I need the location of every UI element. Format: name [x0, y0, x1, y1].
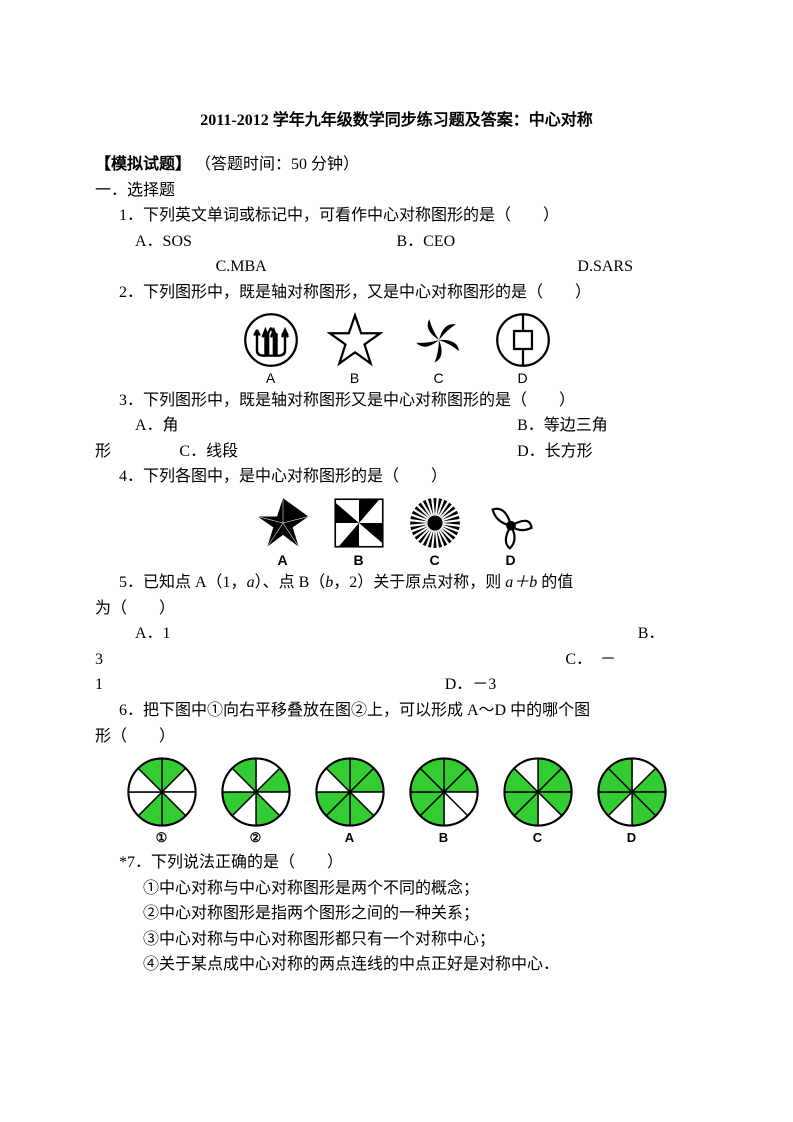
q5-c: C． － [565, 647, 698, 673]
q5-line2: 为（ ） [95, 596, 698, 622]
q7-s2: ②中心对称图形是指两个图形之间的一种关系； [95, 901, 698, 927]
pie-icon [597, 757, 667, 827]
q1-opts-row1: A．SOS B．CEO [95, 229, 698, 255]
q1-d: D.SARS [577, 254, 698, 280]
q3-row1: A．角 B．等边三角 [95, 413, 698, 439]
q3-row2: 形 C．线段 D．长方形 [95, 439, 698, 465]
sim-header: 【模拟试题】 （答题时间：50 分钟） [95, 152, 698, 178]
q3-b1: B．等边三角 [517, 413, 698, 439]
q5-1: 1 [95, 672, 445, 698]
q3-stem: 3．下列图形中，既是轴对称图形又是中心对称图形的是（ ） [95, 388, 698, 414]
q5-b: B． [638, 621, 698, 647]
q4-label-a: A [277, 552, 287, 568]
q2-label-a: A [266, 370, 275, 386]
pie-icon [503, 757, 573, 827]
q2-fig-c: C [411, 312, 467, 386]
q6-label-0: ① [156, 830, 168, 846]
q6-circle-0: ① [127, 757, 197, 846]
q4-images: A B C [95, 496, 698, 568]
q5-stem: 5．已知点 A（1，a）、点 B（b，2）关于原点对称，则 a＋b 的值 [95, 570, 698, 596]
q7-s1: ①中心对称与中心对称图形是两个不同的概念； [95, 876, 698, 902]
q7-s4: ④关于某点成中心对称的两点连线的中点正好是对称中心． [95, 952, 698, 978]
q4-stem: 4．下列各图中，是中心对称图形的是（ ） [95, 464, 698, 490]
q2-fig-a: A [243, 312, 299, 386]
q5-3: 3 [95, 647, 565, 673]
q7-s3: ③中心对称与中心对称图形都只有一个对称中心； [95, 927, 698, 953]
q5-row1: A．1 B． [95, 621, 698, 647]
pinwheel-icon [411, 312, 467, 368]
q6-label-2: A [345, 830, 354, 845]
star-icon [327, 312, 383, 368]
solid-star-icon [256, 496, 310, 550]
pie-icon [409, 757, 479, 827]
q4-fig-b: B [332, 496, 386, 568]
q6-circles: ① ② A B C D [95, 757, 698, 846]
time-label: （答题时间：50 分钟） [195, 156, 359, 173]
q3-c: C．线段 [179, 439, 517, 465]
q5-row3: 1 D．－3 [95, 672, 698, 698]
q5-row2: 3 C． － [95, 647, 698, 673]
windmill-icon [332, 496, 386, 550]
q4-label-b: B [353, 552, 363, 568]
q3-b2: 形 [95, 439, 179, 465]
q4-label-d: D [505, 552, 515, 568]
q2-images: A B C [95, 312, 698, 386]
page: 2011-2012 学年九年级数学同步练习题及答案：中心对称 【模拟试题】 （答… [0, 0, 793, 1038]
trident-icon [243, 312, 299, 368]
q2-fig-b: B [327, 312, 383, 386]
q6-label-5: D [627, 830, 636, 845]
section-1: 一．选择题 [95, 178, 698, 204]
q6-circle-3: B [409, 757, 479, 846]
pie-icon [221, 757, 291, 827]
q6-label-3: B [439, 830, 448, 845]
q6-label-4: C [533, 830, 542, 845]
fan-icon [484, 496, 538, 550]
pie-icon [127, 757, 197, 827]
sim-label: 【模拟试题】 [95, 156, 191, 173]
q5-a: A．1 [95, 621, 638, 647]
q2-label-c: C [433, 370, 443, 386]
q6-stem-2: 形（ ） [95, 724, 698, 750]
q7-stem: *7．下列说法正确的是（ ） [95, 850, 698, 876]
q4-label-c: C [429, 552, 439, 568]
q1-b: B．CEO [397, 229, 699, 255]
q2-stem: 2．下列图形中，既是轴对称图形，又是中心对称图形的是（ ） [95, 280, 698, 306]
q1-c: C.MBA [216, 254, 578, 280]
q1-opts-row2: C.MBA D.SARS [95, 254, 698, 280]
q2-fig-d: D [495, 312, 551, 386]
q6-circle-1: ② [221, 757, 291, 846]
q4-fig-a: A [256, 496, 310, 568]
q6-stem-1: 6．把下图中①向右平移叠放在图②上，可以形成 A～D 中的哪个图 [95, 698, 698, 724]
q5-d: D．－3 [445, 672, 698, 698]
q6-circle-5: D [597, 757, 667, 846]
q3-d: D．长方形 [517, 439, 698, 465]
pie-icon [315, 757, 385, 827]
q6-circle-4: C [503, 757, 573, 846]
coin-icon [495, 312, 551, 368]
q4-fig-d: D [484, 496, 538, 568]
q3-a: A．角 [95, 413, 517, 439]
q4-fig-c: C [408, 496, 462, 568]
q6-label-1: ② [250, 830, 262, 846]
q1-stem: 1．下列英文单词或标记中，可看作中心对称图形的是（ ） [95, 203, 698, 229]
q2-label-d: D [517, 370, 527, 386]
sunburst-icon [408, 496, 462, 550]
q2-label-b: B [350, 370, 359, 386]
q6-circle-2: A [315, 757, 385, 846]
document-title: 2011-2012 学年九年级数学同步练习题及答案：中心对称 [95, 106, 698, 130]
q1-a: A．SOS [95, 229, 397, 255]
